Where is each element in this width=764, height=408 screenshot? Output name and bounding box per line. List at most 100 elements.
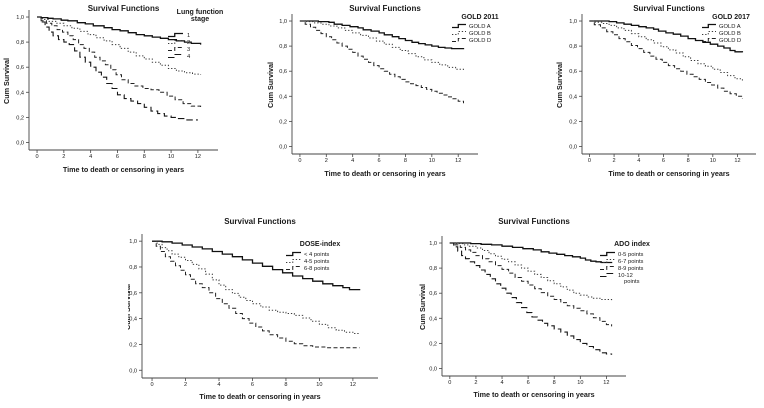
- x-axis-label: Time to death or censoring in years: [473, 390, 594, 399]
- y-tick-label: 0,0: [129, 368, 137, 374]
- legend-sample-line: [452, 38, 466, 42]
- legend-sample-line: [286, 251, 301, 257]
- x-tick-label: 8: [687, 158, 690, 164]
- x-tick-label: 8: [284, 382, 287, 388]
- y-tick-label: 0,0: [429, 366, 437, 372]
- y-tick-label: 0,8: [16, 40, 24, 46]
- chart-title: Survival Functions: [349, 4, 421, 13]
- chart-title: Survival Functions: [633, 4, 705, 13]
- y-axis-label: Cum Survival: [418, 284, 427, 330]
- survival-curve: [37, 16, 202, 108]
- survival-curve: [449, 242, 613, 264]
- legend-item-label: 6-7 points: [618, 259, 644, 265]
- legend-title: ADO index: [614, 241, 650, 248]
- y-tick-label: 0,8: [279, 44, 287, 50]
- x-tick-label: 10: [168, 154, 174, 160]
- x-tick-label: 0: [588, 158, 591, 164]
- y-tick-label: 0,4: [279, 94, 287, 100]
- legend-sample-line: [168, 40, 183, 44]
- y-tick-label: 1,0: [129, 239, 137, 245]
- legend-sample-line: [702, 31, 716, 35]
- y-tick-label: 0,0: [569, 144, 577, 150]
- legend-item-label: < 4 points: [304, 252, 329, 258]
- legend-item-label: 6-8 points: [304, 266, 330, 272]
- legend-sample-line: [168, 53, 183, 59]
- y-tick-label: 0,6: [16, 65, 24, 71]
- y-tick-label: 1,0: [279, 19, 287, 25]
- legend-item-label: 3: [187, 47, 190, 53]
- survival-curve: [37, 16, 198, 121]
- y-tick-label: 0,4: [16, 90, 24, 96]
- legend-sample-line: [600, 272, 615, 278]
- y-tick-label: 0,6: [429, 291, 437, 297]
- chart-title: Survival Functions: [498, 217, 570, 226]
- y-tick-label: 0,4: [569, 94, 577, 100]
- legend-item-label: GOLD A: [719, 24, 741, 30]
- survival-curve: [299, 20, 465, 50]
- x-tick-label: 2: [62, 154, 65, 160]
- x-tick-label: 0: [298, 158, 301, 164]
- legend-title: DOSE-index: [300, 241, 341, 248]
- y-tick-label: 1,0: [429, 241, 437, 247]
- legend-title: GOLD 2011: [461, 14, 498, 21]
- x-tick-label: 0: [35, 154, 38, 160]
- legend-sample-line: [452, 31, 466, 35]
- survival-chart-ado-index: Survival Functions Time to death or censo…: [418, 210, 682, 408]
- x-axis-label: Time to death or censoring in years: [324, 169, 445, 178]
- chart-svg-lung-function-stage: Survival Functions Time to death or censo…: [2, 4, 223, 174]
- survival-chart-gold-2017: Survival Functions Time to death or censo…: [510, 2, 764, 200]
- y-tick-label: 0,2: [279, 119, 287, 125]
- y-tick-label: 0,6: [129, 291, 137, 297]
- legend-sample-line: [452, 23, 466, 29]
- legend-title: GOLD 2017: [712, 14, 750, 21]
- y-tick-label: 0,8: [429, 266, 437, 272]
- x-axis-label: Time to death or censoring in years: [608, 169, 729, 178]
- y-tick-label: 0,4: [429, 316, 437, 322]
- y-tick-label: 0,2: [16, 115, 24, 121]
- legend-sample-line: [286, 266, 301, 270]
- survival-curve: [589, 20, 744, 53]
- x-tick-label: 10: [710, 158, 716, 164]
- legend-sample-line: [286, 259, 301, 263]
- x-tick-label: 2: [613, 158, 616, 164]
- legend-item-label: 10-12 points: [618, 273, 640, 285]
- x-tick-label: 4: [500, 380, 503, 386]
- survival-chart-dose-index: Survival Functions Time to death or censo…: [128, 210, 392, 408]
- y-tick-label: 0,0: [16, 140, 24, 146]
- x-tick-label: 12: [603, 380, 609, 386]
- y-tick-label: 0,2: [129, 342, 137, 348]
- survival-curve: [449, 242, 613, 301]
- y-tick-label: 0,0: [279, 144, 287, 150]
- chart-svg-dose-index: Survival Functions Time to death or censo…: [128, 217, 378, 401]
- y-tick-label: 0,2: [569, 119, 577, 125]
- survival-curve: [37, 16, 202, 45]
- legend-item-label: GOLD D: [469, 38, 491, 44]
- y-tick-label: 0,4: [129, 317, 137, 323]
- legend-item-label: 4-5 points: [304, 259, 330, 265]
- x-tick-label: 6: [116, 154, 119, 160]
- legend-item-label: 1: [187, 33, 190, 39]
- x-tick-label: 12: [350, 382, 356, 388]
- x-tick-label: 10: [577, 380, 583, 386]
- chart-title: Survival Functions: [224, 217, 296, 226]
- legend-sample-line: [702, 23, 716, 29]
- y-tick-label: 0,8: [129, 265, 137, 271]
- legend-item-label: 0-5 points: [618, 252, 644, 258]
- y-tick-label: 0,8: [569, 44, 577, 50]
- y-tick-label: 0,2: [429, 341, 437, 347]
- chart-svg-gold-2017: Survival Functions Time to death or censo…: [555, 4, 756, 178]
- legend-sample-line: [600, 251, 615, 257]
- y-tick-label: 1,0: [16, 15, 24, 21]
- x-tick-label: 12: [455, 158, 461, 164]
- x-tick-label: 4: [351, 158, 354, 164]
- y-axis-label: Cum Survival: [555, 62, 564, 108]
- x-tick-label: 8: [404, 158, 407, 164]
- chart-svg-gold-2011: Survival Functions Time to death or censo…: [266, 4, 499, 178]
- y-tick-label: 0,6: [279, 69, 287, 75]
- legend-sample-line: [702, 38, 716, 42]
- chart-title: Survival Functions: [88, 4, 160, 13]
- x-tick-label: 0: [150, 382, 153, 388]
- x-axis-label: Time to death or censoring in years: [199, 392, 320, 401]
- x-tick-label: 12: [195, 154, 201, 160]
